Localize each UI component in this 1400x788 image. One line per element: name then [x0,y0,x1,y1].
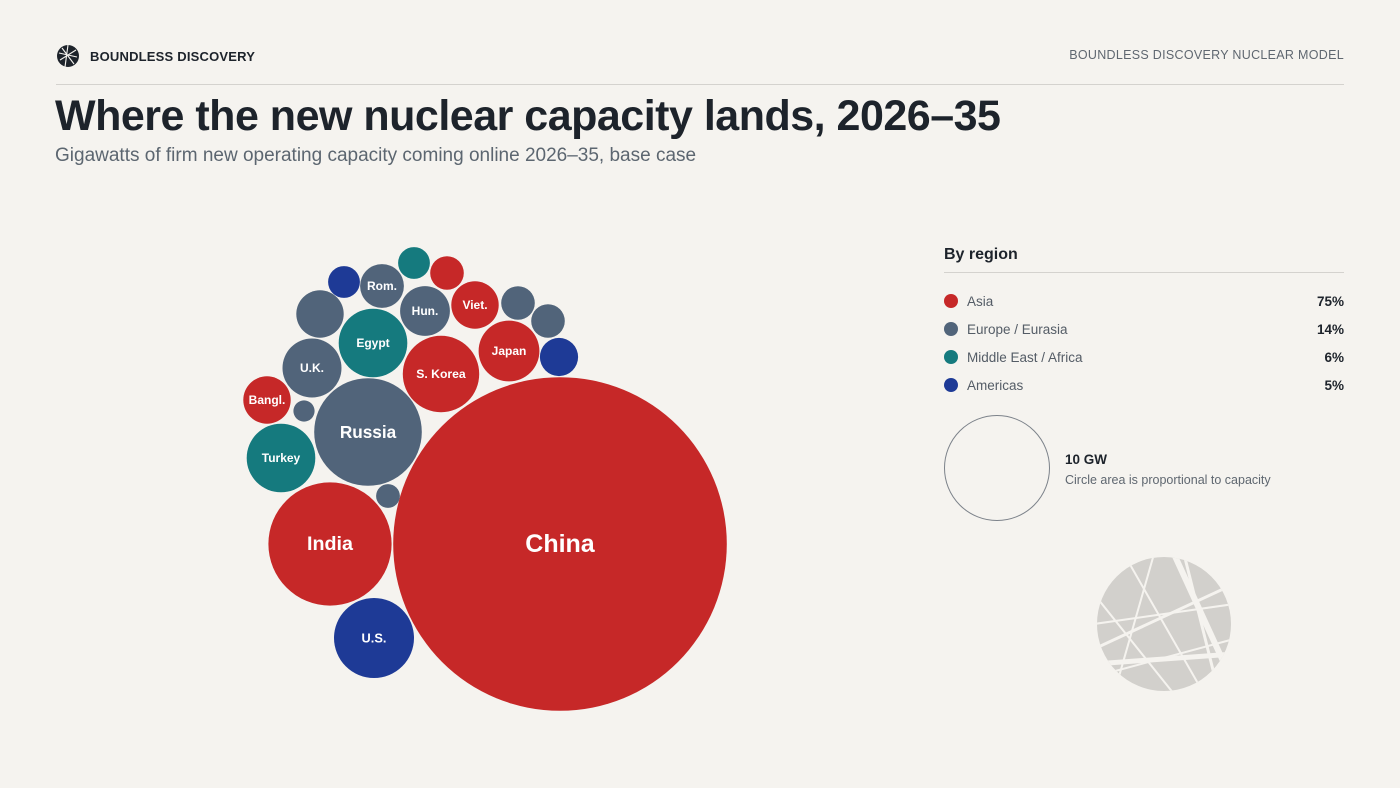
legend-swatch [944,294,958,308]
legend-list: Asia 75% Europe / Eurasia 14% Middle Eas… [944,287,1344,399]
page-subtitle: Gigawatts of firm new operating capacity… [55,145,697,166]
legend-value: 5% [1324,377,1344,393]
bubble-label-bangl: Bangl. [249,393,286,407]
bubble-china [393,377,727,711]
bubble-chart: China India Russia S. Korea U.S. Turkey Egypt J… [243,247,727,711]
bubble-unlabeled [296,290,344,338]
bubble-label-china: China [525,530,596,558]
bubble-label-egypt: Egypt [356,336,389,350]
legend-value: 75% [1316,293,1344,309]
region-legend: By region Asia 75% Europe / Eurasia 14% … [944,246,1344,399]
bubble-rom [360,264,404,308]
bubble-u-s [334,598,414,678]
legend-value: 6% [1324,349,1344,365]
legend-title: By region [944,246,1344,273]
bubble-unlabeled [328,266,360,298]
bubble-russia [314,378,422,486]
bubble-label-hun: Hun. [412,304,439,318]
legend-swatch [944,350,958,364]
bubble-s-korea [402,335,480,413]
bubble-unlabeled [531,304,565,338]
scale-value: 10 GW [1065,452,1108,467]
bubble-unlabeled [501,286,535,320]
bubble-japan [478,320,540,382]
legend-label: Asia [967,293,994,309]
legend-value: 14% [1316,321,1344,337]
brand-name: BOUNDLESS DISCOVERY [90,48,256,64]
page-title: Where the new nuclear capacity lands, 20… [55,92,1001,140]
brand: BOUNDLESS DISCOVERY [56,44,255,68]
legend-item-asia: Asia 75% [944,287,1344,315]
bubble-india [268,482,392,606]
bubble-label-turkey: Turkey [262,451,301,465]
bubble-label-s-korea: S. Korea [416,367,466,381]
bubble-label-japan: Japan [492,344,527,358]
legend-item-middle-east-africa: Middle East / Africa 6% [944,343,1344,371]
bubble-unlabeled [376,484,400,508]
bubble-label-viet: Viet. [462,298,487,312]
legend-label: Americas [967,377,1024,393]
legend-label: Europe / Eurasia [967,321,1068,337]
bubble-label-rom: Rom. [367,279,397,293]
bubble-egypt [338,308,408,378]
bubble-label-u-k: U.K. [300,361,324,375]
bubble-label-u-s: U.S. [362,631,387,646]
bubble-hun [400,286,450,336]
bubble-label-india: India [307,533,354,555]
globe-logo-icon [57,44,79,68]
bubble-unlabeled [398,247,430,279]
legend-item-europe-eurasia: Europe / Eurasia 14% [944,315,1344,343]
legend-item-americas: Americas 5% [944,371,1344,399]
top-bar: BOUNDLESS DISCOVERY BOUNDLESS DISCOVERY … [56,44,1344,85]
bubble-label-russia: Russia [340,422,397,442]
bubble-unlabeled [539,337,579,377]
bubble-u-k [282,338,342,398]
bubble-bangl [243,376,291,424]
bubble-turkey [246,423,316,493]
model-name: BOUNDLESS DISCOVERY NUCLEAR MODEL [1069,48,1344,62]
legend-label: Middle East / Africa [967,349,1083,365]
scale-reference-circle [944,415,1050,521]
bubble-viet [451,281,499,329]
size-scale-key: 10 GW Circle area is proportional to cap… [944,415,1344,525]
legend-swatch [944,378,958,392]
legend-swatch [944,322,958,336]
scale-note: Circle area is proportional to capacity [1065,473,1271,487]
bubble-unlabeled [293,400,315,422]
globe-watermark-icon [1097,557,1231,691]
bubble-unlabeled [430,256,464,290]
